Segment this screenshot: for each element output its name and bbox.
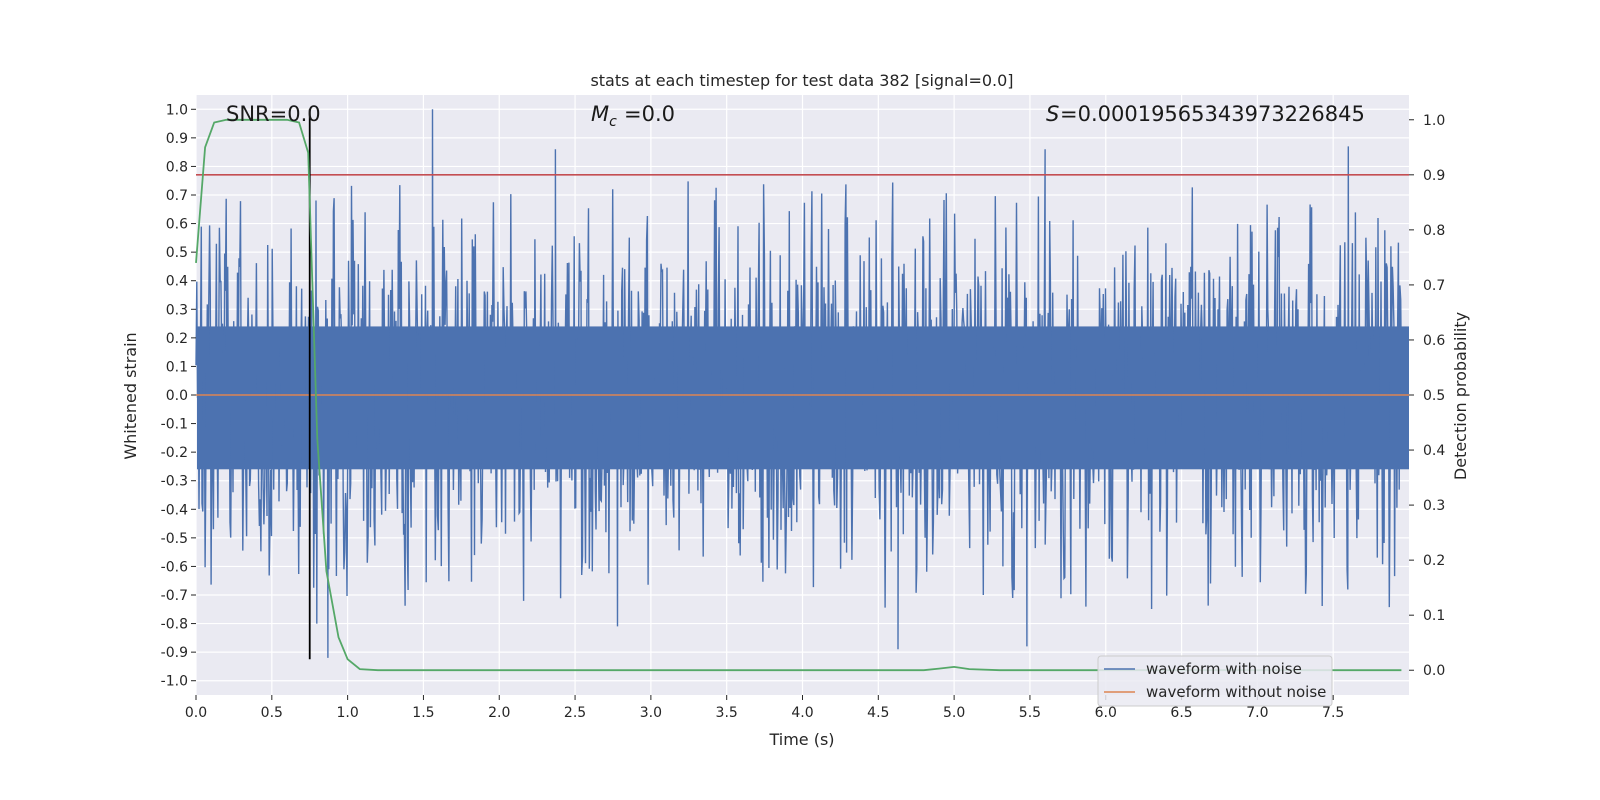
y-tick-label: 0.8 <box>166 159 188 175</box>
y2-tick-label: 0.0 <box>1423 663 1445 679</box>
x-tick-label: 2.5 <box>564 705 586 721</box>
y2-tick-label: 0.5 <box>1423 388 1445 404</box>
x-tick-label: 5.0 <box>943 705 965 721</box>
y-tick-label: -0.5 <box>161 531 188 547</box>
y2-tick-label: 0.9 <box>1423 168 1445 184</box>
y-tick-label: -0.9 <box>161 645 188 661</box>
x-tick-label: 4.0 <box>791 705 813 721</box>
chart-title: stats at each timestep for test data 382… <box>590 71 1013 90</box>
chirp-mass-value: =0.0 <box>624 102 675 126</box>
x-tick-label: 1.5 <box>412 705 434 721</box>
x-tick-label: 6.5 <box>1170 705 1192 721</box>
y-tick-label: 0.6 <box>166 217 188 233</box>
legend-label-clean: waveform without noise <box>1146 683 1326 701</box>
y-tick-label: 0.4 <box>166 274 188 290</box>
y-tick-label: -0.4 <box>161 502 188 518</box>
y-axis-label: Whitened strain <box>121 332 140 459</box>
x-tick-label: 2.0 <box>488 705 510 721</box>
y-tick-label: 0.7 <box>166 188 188 204</box>
waveform-with-noise-series <box>195 109 1409 658</box>
y-tick-label: 0.5 <box>166 245 188 261</box>
x-tick-label: 4.5 <box>867 705 889 721</box>
y-tick-label: 0.9 <box>166 131 188 147</box>
x-tick-label: 3.5 <box>716 705 738 721</box>
x-tick-label: 7.5 <box>1322 705 1344 721</box>
detection-probability-series <box>195 118 1402 672</box>
y2-tick-label: 0.7 <box>1423 278 1445 294</box>
x-tick-label: 0.5 <box>261 705 283 721</box>
y-tick-label: 0.3 <box>166 302 188 318</box>
x-tick-label: 6.0 <box>1095 705 1117 721</box>
y-tick-label: 0.2 <box>166 331 188 347</box>
y2-tick-label: 0.8 <box>1423 223 1445 239</box>
y2-tick-label: 0.6 <box>1423 333 1445 349</box>
legend-label-noise: waveform with noise <box>1146 660 1302 678</box>
s-annotation: S =0.00019565343973226845 <box>1046 102 1365 126</box>
s-value: =0.00019565343973226845 <box>1060 102 1365 126</box>
y2-tick-label: 0.4 <box>1423 443 1445 459</box>
svg-text:S: S <box>1046 102 1059 126</box>
y-tick-label: -0.3 <box>161 474 188 490</box>
x-axis-label: Time (s) <box>768 730 834 749</box>
y-tick-label: -0.6 <box>161 559 188 575</box>
y2-tick-label: 0.2 <box>1423 553 1445 569</box>
y-tick-label: -0.7 <box>161 588 188 604</box>
y-tick-label: -1.0 <box>161 674 188 690</box>
snr-annotation: SNR=0.0 <box>226 102 321 126</box>
chirp-mass-annotation: Mc =0.0 <box>591 102 675 130</box>
x-tick-label: 7.0 <box>1246 705 1268 721</box>
y-tick-label: -0.2 <box>161 445 188 461</box>
y-tick-label: 1.0 <box>166 102 188 118</box>
y2-tick-label: 1.0 <box>1423 113 1445 129</box>
x-tick-label: 1.0 <box>336 705 358 721</box>
y-tick-label: -0.8 <box>161 617 188 633</box>
y2-axis-label: Detection probability <box>1451 312 1470 480</box>
y2-tick-label: 0.3 <box>1423 498 1445 514</box>
x-tick-label: 3.0 <box>640 705 662 721</box>
y2-tick-label: 0.1 <box>1423 608 1445 624</box>
x-tick-label: 5.5 <box>1019 705 1041 721</box>
legend: waveform with noise waveform without noi… <box>1097 655 1333 707</box>
x-tick-label: 0.0 <box>185 705 207 721</box>
y-tick-label: 0.0 <box>166 388 188 404</box>
y-tick-label: 0.1 <box>166 359 188 375</box>
series-line-probability <box>195 118 1402 672</box>
axes: 0.0 0.5 1.0 1.5 2.0 2.5 3.0 3.5 4.0 4.5 5.0 5.5 6.0 6… <box>161 102 1446 721</box>
y-tick-label: -0.1 <box>161 417 188 433</box>
series-line-noisy <box>195 109 1404 658</box>
